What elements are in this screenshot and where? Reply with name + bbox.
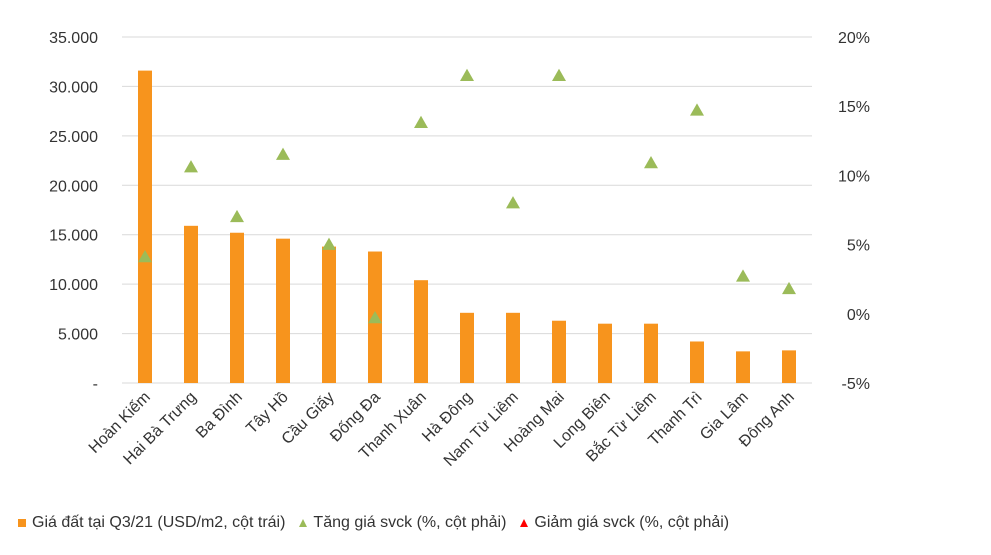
legend-item-increase: Tăng giá svck (%, cột phải) [299,514,506,532]
data-marker [644,155,658,169]
legend-label-price: Giá đất tại Q3/21 (USD/m2, cột trái) [32,514,286,531]
data-marker [322,237,336,250]
legend: Giá đất tại Q3/21 (USD/m2, cột trái) Tăn… [18,514,743,532]
left-tick-label: 10.000 [49,277,98,294]
data-marker [736,269,750,282]
bar [690,341,704,383]
legend-label-increase: Tăng giá svck (%, cột phải) [313,514,507,531]
data-marker [230,209,244,223]
data-marker [184,160,198,173]
legend-increase-swatch [299,519,308,527]
data-marker [690,103,704,116]
left-tick-label: 15.000 [49,228,98,245]
legend-label-decrease: Giảm giá svck (%, cột phải) [534,514,730,531]
left-axis-ticks: - 5.000 10.000 15.000 20.000 25.000 30.000 35.0… [49,30,98,393]
bar [552,320,566,383]
data-marker [460,68,474,82]
legend-item-price: Giá đất tại Q3/21 (USD/m2, cột trái) [18,514,285,532]
data-marker [414,115,428,129]
data-marker [506,196,520,209]
data-marker [138,250,152,263]
left-tick-label: 30.000 [49,79,98,96]
bar [598,323,612,383]
data-marker [276,147,290,160]
bar [644,323,658,383]
bar [414,280,428,383]
bar [460,312,474,383]
marker-series [138,68,796,324]
left-tick-label: 35.000 [49,30,98,47]
bar [506,312,520,383]
right-axis-ticks: -5% 0% 5% 10% 15% 20% [838,30,870,393]
right-tick-label: 20% [838,30,870,47]
legend-item-decrease: Giảm giá svck (%, cột phải) [520,514,729,532]
left-tick-label: - [93,376,98,393]
right-tick-label: 0% [847,307,870,324]
bar [736,351,750,383]
data-marker [368,310,382,324]
bar [138,70,152,384]
data-marker [552,68,566,82]
bar [230,232,244,383]
right-tick-label: 10% [838,168,870,185]
bar [782,350,796,383]
right-tick-label: 5% [847,238,870,255]
legend-decrease-swatch [520,519,529,527]
right-tick-label: 15% [838,99,870,116]
data-marker [782,281,796,295]
category-label: Ba Đình [193,389,246,442]
legend-bar-swatch [18,519,26,527]
left-tick-label: 20.000 [49,178,98,195]
bar-series [138,70,796,384]
right-tick-label: -5% [842,376,870,393]
left-tick-label: 5.000 [58,327,98,344]
bar [322,246,336,383]
left-tick-label: 25.000 [49,129,98,146]
bar [184,225,198,383]
bar [276,238,290,383]
